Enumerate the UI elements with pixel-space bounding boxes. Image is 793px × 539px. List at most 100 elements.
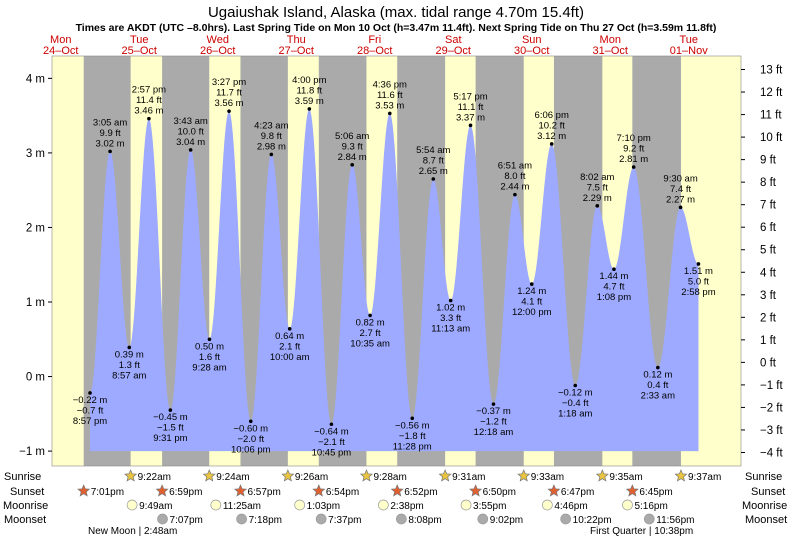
sunrise-time: 9:24am <box>216 472 249 483</box>
tide-label: 3.04 m <box>176 137 205 148</box>
tide-label: −0.4 ft <box>562 398 589 409</box>
y-tick-label-ft: 11 ft <box>760 110 782 122</box>
tide-point <box>147 116 151 121</box>
moonset-icon <box>643 513 655 525</box>
y-tick-label-ft: 0 ft <box>760 357 777 369</box>
y-tick-label-ft: 13 ft <box>760 65 783 77</box>
tide-label: 0.64 m <box>275 331 304 342</box>
y-tick-label-ft: 6 ft <box>760 222 777 234</box>
sunset-time: 6:45pm <box>639 487 672 498</box>
sunrise-icon <box>202 469 216 482</box>
tide-label: 3:05 am <box>93 117 127 128</box>
moonrise-label-left: Moonrise <box>3 500 48 512</box>
sunrise-icon <box>359 469 374 482</box>
tide-label: 4:23 am <box>254 120 288 131</box>
sunrise-label-right: Sunrise <box>745 471 782 483</box>
tide-label: 2:33 am <box>641 391 675 402</box>
moonset-time: 7:37pm <box>328 515 361 526</box>
sunset-label-right: Sunset <box>751 486 785 498</box>
tide-point <box>188 148 193 152</box>
tide-label: 3.59 m <box>295 96 324 107</box>
tide-label: 1.24 m <box>517 286 546 297</box>
sunset-icon <box>77 484 91 497</box>
moonrise-icon <box>210 499 222 511</box>
tide-label: 0.39 m <box>115 349 144 360</box>
tide-label: 4.7 ft <box>603 282 624 293</box>
tide-label: 1.02 m <box>436 303 465 314</box>
moonset-icon <box>315 513 327 525</box>
y-tick-label-ft: 7 ft <box>760 200 777 212</box>
tide-label: 8.7 ft <box>423 156 444 167</box>
tide-label: 7.4 ft <box>670 184 691 195</box>
tide-label: 3.56 m <box>215 98 244 109</box>
day-labels: Mon24–OctTue25–OctWed26–OctThu27–OctFri2… <box>43 34 708 57</box>
y-tick-label-m: −1 m <box>19 446 45 458</box>
tide-label: 4:36 pm <box>373 79 407 90</box>
tide-label: 2.7 ft <box>360 328 381 339</box>
sunset-label-left: Sunset <box>10 486 44 498</box>
tide-label: 9.2 ft <box>623 144 644 155</box>
tide-label: −1.5 ft <box>157 423 184 434</box>
y-tick-label-ft: 1 ft <box>760 335 777 347</box>
tide-point <box>448 298 453 303</box>
day-label-dow: Thu <box>287 34 306 46</box>
y-tick-label-m: 0 m <box>26 372 45 384</box>
y-tick-label-ft: 9 ft <box>760 155 777 167</box>
tide-label: 1.6 ft <box>199 352 220 363</box>
astro-rows: Sunrise Sunset Moonrise Moonset Sunrise … <box>3 469 787 537</box>
sunset-time: 6:47pm <box>561 487 594 498</box>
tide-label: 7:10 pm <box>617 133 651 144</box>
sunset-icon <box>155 484 169 497</box>
tide-label: 1:08 pm <box>597 292 631 303</box>
tide-point <box>513 192 517 197</box>
sunrise-icon <box>124 469 138 482</box>
tide-label: −2.0 ft <box>237 434 264 445</box>
tide-label: 10.2 ft <box>538 120 565 131</box>
tide-label: −0.56 m <box>395 420 430 431</box>
tide-label: −0.22 m <box>73 395 108 406</box>
tide-label: −2.1 ft <box>318 437 345 448</box>
moonrise-time: 11:25am <box>223 501 261 512</box>
moon-note-new: New Moon | 2:48am <box>88 526 177 537</box>
moonset-time: 7:18pm <box>249 515 282 526</box>
tide-label: 1.44 m <box>599 271 628 282</box>
day-label-dow: Tue <box>130 34 149 46</box>
sunset-icon <box>233 484 248 497</box>
tide-label: 3.37 m <box>456 112 485 123</box>
sunset-time: 6:57pm <box>247 487 280 498</box>
moonrise-time: 5:16pm <box>634 501 667 512</box>
day-label-date: 27–Oct <box>279 45 314 57</box>
y-tick-label-m: 3 m <box>26 148 45 160</box>
tide-point <box>549 142 554 146</box>
sunset-icon <box>625 484 639 497</box>
sunrise-icon <box>517 469 531 482</box>
tide-point <box>329 422 334 427</box>
day-label-dow: Wed <box>207 34 229 46</box>
moonrise-icon <box>378 499 389 511</box>
moonrise-label-right: Moonrise <box>742 500 787 512</box>
tide-point <box>410 416 415 421</box>
tide-point <box>108 149 112 154</box>
moonset-time: 11:56pm <box>656 515 694 526</box>
sunset-icon <box>547 484 561 497</box>
moonset-icon <box>157 513 168 525</box>
moonset-time: 8:08pm <box>408 515 441 526</box>
sunset-time: 7:01pm <box>91 487 124 498</box>
y-tick-label-ft: 2 ft <box>760 312 777 324</box>
tide-label: 3:43 am <box>173 116 207 127</box>
tide-label: −0.64 m <box>314 426 349 437</box>
tide-label: 8:57 pm <box>73 416 107 427</box>
tide-label: 0.50 m <box>195 341 224 352</box>
day-label-date: 24–Oct <box>43 45 78 57</box>
tide-label: 3.12 m <box>537 131 566 142</box>
tide-point <box>612 267 616 272</box>
moonset-label-left: Moonset <box>4 514 46 526</box>
tide-point <box>387 111 392 116</box>
sunrise-time: 9:22am <box>138 472 171 483</box>
tide-label: 9:28 am <box>192 362 226 373</box>
tide-label: 4.1 ft <box>521 297 542 308</box>
sunset-icon <box>469 484 483 497</box>
tide-label: 1.3 ft <box>119 360 140 371</box>
sunrise-time: 9:33am <box>531 472 564 483</box>
